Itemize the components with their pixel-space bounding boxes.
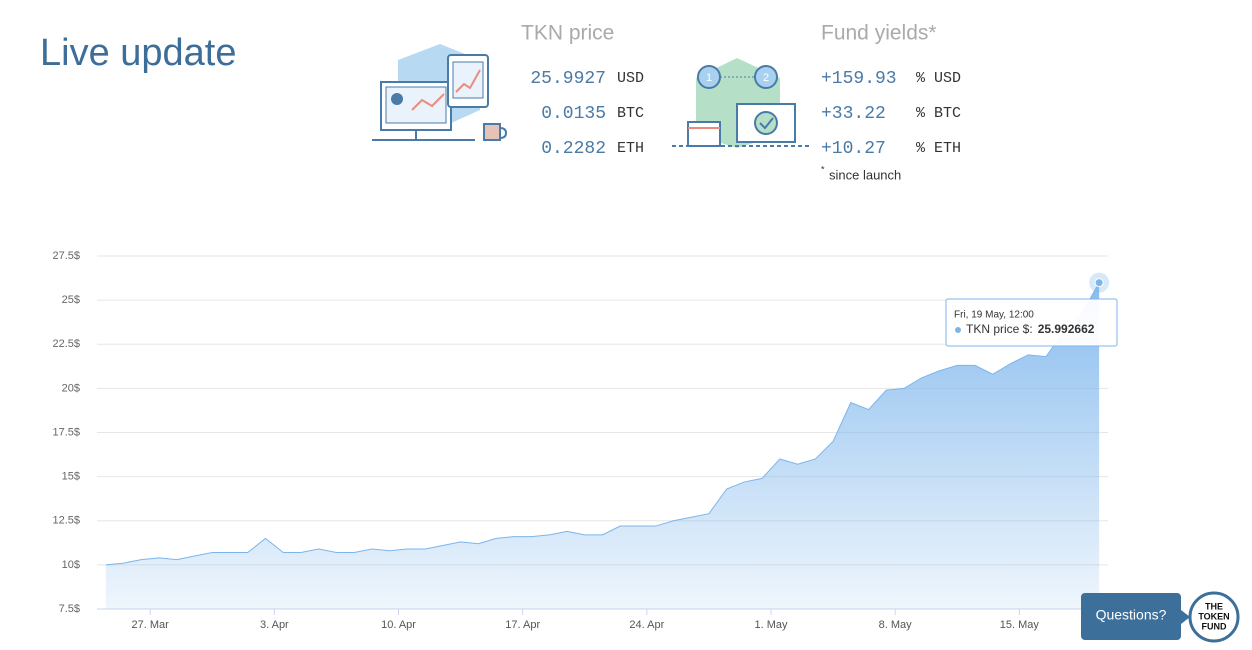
y-tick-label: 12.5$ (52, 515, 80, 527)
stat-value: +159.93 (821, 69, 897, 89)
svg-text:1: 1 (706, 72, 712, 84)
tooltip-label: TKN price $: (966, 322, 1033, 336)
tooltip (945, 298, 1118, 347)
page-title: Live update (40, 32, 237, 74)
yield-rows: +159.93 % USD +33.22 % BTC +10.27 % ETH (821, 69, 961, 159)
stat-value: 25.9927 (530, 69, 606, 89)
x-tick-label: 17. Apr (505, 619, 540, 631)
footnote-mark: * (821, 164, 825, 174)
x-tick-label: 10. Apr (381, 619, 416, 631)
stat-unit: % BTC (916, 105, 961, 122)
questions-button[interactable] (1081, 593, 1181, 640)
stat-value: 0.2282 (541, 139, 606, 159)
footnote-text: since launch (829, 167, 901, 182)
stat-value: +33.22 (821, 104, 886, 124)
x-tick-label: 27. Mar (132, 619, 170, 631)
y-tick-label: 10$ (62, 559, 80, 571)
y-tick-label: 27.5$ (52, 250, 80, 262)
x-tick-label: 24. Apr (629, 619, 664, 631)
price-rows: 25.9927 USD 0.0135 BTC 0.2282 ETH (530, 69, 644, 159)
svg-text:2: 2 (763, 72, 769, 84)
chart: 7.5$ 10$ 12.5$ 15$ 17.5$ 20$ 22.5$ 25$ 27.5$ 27. … (52, 250, 1118, 631)
hover-point (1094, 278, 1104, 288)
y-tick-label: 17.5$ (52, 426, 80, 438)
y-tick-label: 25$ (62, 294, 80, 306)
y-tick-label: 22.5$ (52, 338, 80, 350)
logo-text: THE (1205, 601, 1223, 611)
tooltip-title: Fri, 19 May, 12:00 (954, 310, 1034, 321)
y-tick-label: 15$ (62, 471, 80, 483)
logo-text: TOKEN (1198, 611, 1229, 621)
y-tick-label: 20$ (62, 382, 80, 394)
area-line (105, 282, 1100, 566)
x-tick-label: 3. Apr (260, 619, 289, 631)
questions-label[interactable]: Questions? (1096, 607, 1167, 623)
x-tick-label: 15. May (1000, 619, 1040, 631)
area-fill (105, 282, 1100, 609)
stat-unit: % USD (916, 70, 961, 87)
tooltip-dot (955, 327, 961, 333)
stat-value: +10.27 (821, 139, 886, 159)
tooltip-value: 25.992662 (1038, 322, 1095, 336)
price-icon (372, 44, 508, 141)
yield-icon: 1 2 (672, 58, 810, 148)
stat-value: 0.0135 (541, 104, 606, 124)
yield-title: Fund yields* (821, 22, 937, 45)
logo-text: FUND (1202, 621, 1227, 631)
x-tick-label: 1. May (754, 619, 788, 631)
stat-unit: % ETH (916, 140, 961, 157)
button-arrow (1181, 610, 1190, 624)
x-tick-label: 8. May (879, 619, 913, 631)
price-title: TKN price (521, 22, 614, 45)
stat-unit: ETH (617, 140, 644, 157)
y-tick-label: 7.5$ (59, 603, 80, 615)
logo[interactable] (1188, 591, 1240, 643)
stat-unit: BTC (617, 105, 644, 122)
stat-unit: USD (617, 70, 644, 87)
